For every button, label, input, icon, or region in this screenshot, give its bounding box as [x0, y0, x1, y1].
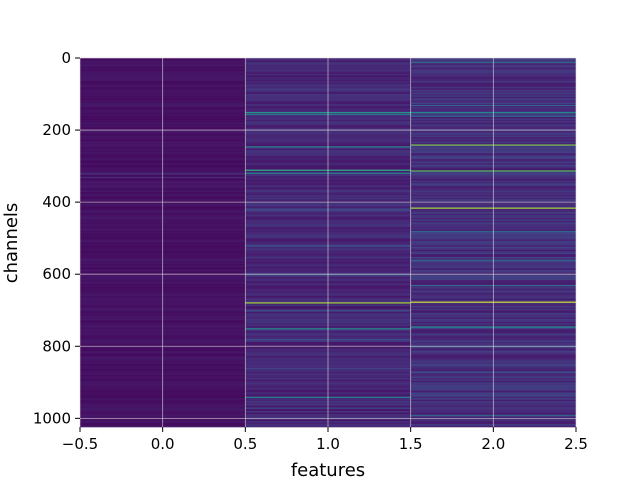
- x-tick-label: 0.5: [233, 435, 257, 453]
- y-tick-label: 200: [42, 121, 71, 139]
- x-tick-label: −0.5: [62, 435, 98, 453]
- x-tick-label: 2.0: [481, 435, 505, 453]
- x-tick-label: 0.0: [151, 435, 175, 453]
- x-tick-label: 1.0: [316, 435, 340, 453]
- x-tick-label: 1.5: [399, 435, 423, 453]
- x-axis-label: features: [291, 460, 365, 480]
- y-tick-label: 1000: [33, 409, 71, 427]
- y-tick-label: 800: [42, 337, 71, 355]
- x-tick-label: 2.5: [564, 435, 588, 453]
- y-axis-label: channels: [1, 203, 22, 284]
- grid-lines: [79, 57, 577, 427]
- y-tick-label: 600: [42, 265, 71, 283]
- axes: −0.5 0.0 0.5 1.0 1.5 2.0 2.5 0 200 400 600 800 1000: [33, 49, 588, 453]
- y-tick-label: 400: [42, 193, 71, 211]
- y-tick-label: 0: [61, 49, 71, 67]
